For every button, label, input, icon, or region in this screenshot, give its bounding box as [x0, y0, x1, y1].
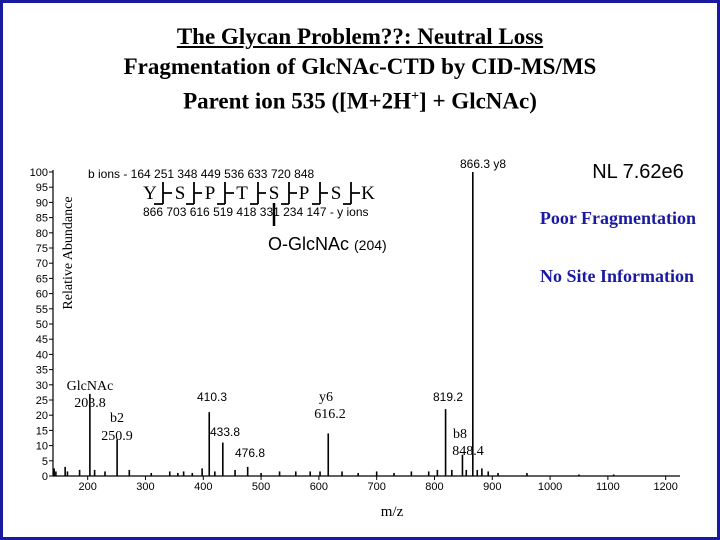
title-line-3-end: ] + GlcNAc) — [419, 88, 537, 114]
y-tick-label-45: 45 — [36, 334, 48, 346]
y-tick-label-20: 20 — [36, 410, 48, 422]
slide-title: The Glycan Problem??: Neutral Loss Fragm… — [0, 22, 720, 117]
title-line-3: Parent ion 535 ([M+2H+] + GlcNAc) — [0, 82, 720, 117]
peak-label-y6: y6 — [319, 390, 333, 405]
y-tick-label-60: 60 — [36, 289, 48, 301]
sequence-diagram: Y S P T S P S K — [143, 182, 375, 226]
x-ticks: 200 300 400 500 600 700 800 900 1000 1100 1200 — [79, 476, 678, 493]
y-tick-label-80: 80 — [36, 228, 48, 240]
y-tick-label-30: 30 — [36, 380, 48, 392]
y-tick-label-10: 10 — [36, 441, 48, 453]
peak-label-866-3: 866.3 y8 — [460, 157, 506, 171]
peak-label-819-2: 819.2 — [433, 390, 463, 404]
y-tick-label-55: 55 — [36, 304, 48, 316]
residue-4: T — [236, 183, 248, 204]
nl-value: NL 7.62e6 — [592, 161, 684, 183]
spectrum-peaks — [53, 172, 615, 476]
x-tick-label-1100: 1100 — [596, 481, 620, 493]
y-tick-label-85: 85 — [36, 213, 48, 225]
peak-label-616-2: 616.2 — [314, 407, 346, 422]
residue-6: P — [299, 183, 310, 204]
y-tick-label-40: 40 — [36, 349, 48, 361]
b-ions-label: b ions - 164 251 348 449 536 633 720 848 — [88, 167, 315, 181]
y-tick-label-25: 25 — [36, 395, 48, 407]
residue-5: S — [269, 183, 280, 204]
glycan-mass: (204) — [354, 237, 387, 253]
y-ions-label: 866 703 616 519 418 331 234 147 - y ions — [143, 205, 369, 219]
y-ticks: 0 5 10 15 20 25 30 35 40 45 50 55 60 65 70 75 80 85 90 95 10… — [30, 167, 53, 483]
peak-label-410-3: 410.3 — [197, 390, 227, 404]
residue-3: P — [205, 183, 216, 204]
peak-label-433-8: 433.8 — [210, 425, 240, 439]
x-tick-label-400: 400 — [194, 481, 212, 493]
x-tick-label-900: 900 — [483, 481, 501, 493]
peak-label-203-8: 203.8 — [74, 396, 106, 411]
peak-label-250-9: 250.9 — [101, 429, 133, 444]
peak-label-b8: b8 — [453, 427, 467, 442]
y-tick-label-95: 95 — [36, 182, 48, 194]
y-tick-label-35: 35 — [36, 365, 48, 377]
peak-label-glcnac: GlcNAc — [67, 379, 114, 394]
x-tick-label-600: 600 — [310, 481, 328, 493]
fragmentation-brackets — [154, 182, 360, 205]
x-axis-label: m/z — [381, 504, 404, 520]
glycan-label: O-GlcNAc (204) — [268, 234, 387, 254]
y-tick-label-5: 5 — [42, 456, 48, 468]
poor-fragmentation-note: Poor Fragmentation — [540, 208, 696, 228]
y-tick-label-15: 15 — [36, 425, 48, 437]
x-tick-label-700: 700 — [368, 481, 386, 493]
y-tick-label-50: 50 — [36, 319, 48, 331]
title-line-1: The Glycan Problem??: Neutral Loss — [176, 24, 544, 49]
y-tick-label-65: 65 — [36, 273, 48, 285]
x-tick-label-1000: 1000 — [538, 481, 562, 493]
y-axis-label: Relative Abundance — [61, 196, 76, 309]
x-tick-label-1200: 1200 — [653, 481, 677, 493]
glycan-name: O-GlcNAc — [268, 234, 349, 254]
peak-label-476-8: 476.8 — [235, 446, 265, 460]
title-line-2: Fragmentation of GlcNAc-CTD by CID-MS/MS — [123, 54, 597, 79]
y-tick-label-75: 75 — [36, 243, 48, 255]
residue-7: S — [331, 183, 342, 204]
y-tick-label-100: 100 — [30, 167, 48, 179]
y-tick-label-0: 0 — [42, 471, 48, 483]
residue-2: S — [175, 183, 186, 204]
no-site-info-note: No Site Information — [540, 266, 694, 286]
x-tick-label-800: 800 — [425, 481, 443, 493]
peak-label-b2: b2 — [110, 411, 124, 426]
x-tick-label-300: 300 — [136, 481, 154, 493]
residue-1: Y — [143, 183, 157, 204]
x-tick-label-200: 200 — [79, 481, 97, 493]
title-line-3-sup: + — [411, 89, 420, 104]
y-tick-label-90: 90 — [36, 197, 48, 209]
residue-8: K — [361, 183, 375, 204]
y-tick-label-70: 70 — [36, 258, 48, 270]
title-line-3-main: Parent ion 535 ([M+2H — [183, 88, 412, 114]
peak-label-848-4: 848.4 — [452, 444, 484, 459]
x-tick-label-500: 500 — [252, 481, 270, 493]
